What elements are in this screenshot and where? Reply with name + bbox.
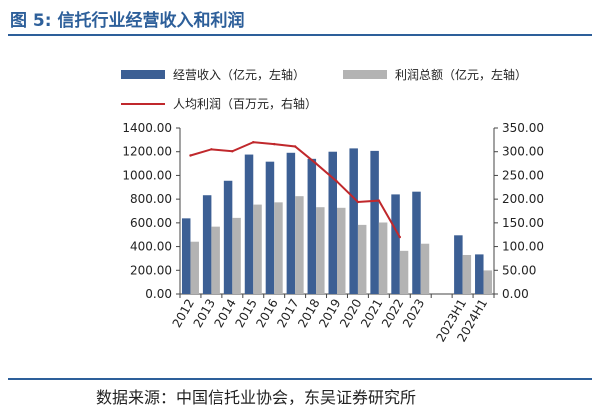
right-tick-label: 200.00 <box>502 192 544 206</box>
revenue-bar <box>391 194 400 294</box>
revenue-bar <box>370 150 379 294</box>
revenue-bar <box>265 161 275 294</box>
revenue-bar <box>223 180 233 294</box>
per-capita-point <box>293 145 297 148</box>
per-capita-point <box>335 180 339 183</box>
right-tick-label: 250.00 <box>502 168 544 182</box>
profit-bar <box>316 207 325 294</box>
right-tick-label: 100.00 <box>502 240 544 254</box>
figure-title-text: 信托行业经营收入和利润 <box>57 11 245 31</box>
title-rule <box>8 34 592 36</box>
revenue-bar <box>307 158 317 294</box>
left-tick-label: 1200.00 <box>122 145 172 159</box>
right-tick-label: 0.00 <box>502 287 529 301</box>
revenue-bar <box>328 151 337 294</box>
left-tick-label: 400.00 <box>130 240 172 254</box>
profit-bar <box>295 196 304 294</box>
profit-bar <box>378 222 388 294</box>
legend-swatch-profit <box>343 70 387 79</box>
right-tick-label: 300.00 <box>502 145 544 159</box>
legend-swatch-per-capita <box>121 102 165 105</box>
per-capita-point <box>273 142 276 146</box>
profit-bar <box>420 243 430 294</box>
revenue-bar <box>475 254 484 294</box>
per-capita-point <box>314 162 318 165</box>
left-tick-label: 1000.00 <box>122 168 172 182</box>
legend-swatch-revenue <box>121 70 165 79</box>
right-tick-label: 350.00 <box>502 121 544 135</box>
profit-bar <box>274 202 283 294</box>
per-capita-point <box>189 154 192 157</box>
left-tick-label: 200.00 <box>130 263 172 277</box>
profit-bar <box>399 250 409 294</box>
profit-bar <box>253 204 262 294</box>
legend-label-revenue: 经营收入（亿元，左轴） <box>173 68 306 82</box>
per-capita-point <box>231 150 234 153</box>
per-capita-point <box>356 200 360 204</box>
left-tick-label: 800.00 <box>130 192 172 206</box>
per-capita-point <box>252 141 255 144</box>
revenue-bar <box>412 191 421 294</box>
figure-label: 图 5: <box>10 11 52 31</box>
profit-bar <box>190 241 199 294</box>
profit-bar <box>462 254 472 294</box>
per-capita-point <box>210 148 213 151</box>
source-note: 数据来源：中国信托业协会，东吴证券研究所 <box>96 388 417 407</box>
revenue-bar <box>454 235 463 294</box>
profit-bar <box>211 226 220 294</box>
profit-bar <box>357 224 367 294</box>
left-tick-label: 600.00 <box>130 216 172 230</box>
revenue-bar <box>349 148 358 294</box>
per-capita-point <box>398 235 401 239</box>
revenue-bar <box>181 218 191 294</box>
profit-bar <box>483 270 493 294</box>
left-tick-label: 1400.00 <box>122 121 172 135</box>
legend-item-revenue: 经营收入（亿元，左轴） <box>121 66 305 83</box>
profit-bar <box>232 217 241 294</box>
figure-title: 图 5: 信托行业经营收入和利润 <box>10 6 251 31</box>
legend-label-profit: 利润总额（亿元，左轴） <box>395 68 528 82</box>
revenue-bar <box>286 152 296 294</box>
revenue-bar <box>244 154 254 294</box>
revenue-bar <box>202 195 212 294</box>
legend-item-per-capita: 人均利润（百万元，右轴） <box>121 95 317 112</box>
right-tick-label: 150.00 <box>502 216 544 230</box>
profit-bar <box>337 207 346 294</box>
x-tick-label: 2023 <box>400 297 427 330</box>
left-tick-label: 0.00 <box>145 287 172 301</box>
right-tick-label: 50.00 <box>502 263 536 277</box>
legend-item-profit: 利润总额（亿元，左轴） <box>343 66 527 83</box>
per-capita-point <box>377 199 381 202</box>
legend-label-per-capita: 人均利润（百万元，右轴） <box>173 97 318 111</box>
source-rule <box>8 378 592 380</box>
